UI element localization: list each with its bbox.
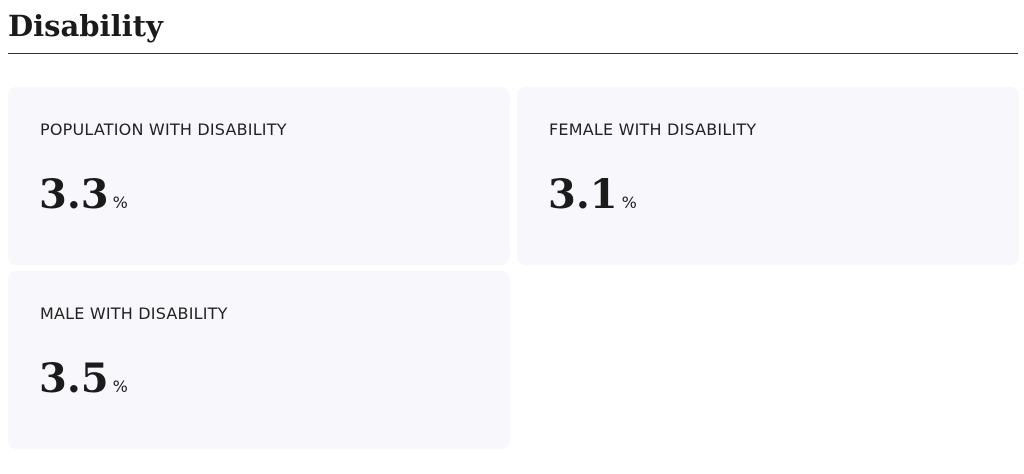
stat-card: FEMALE WITH DISABILITY 3.1% — [517, 87, 1019, 265]
stat-card: POPULATION WITH DISABILITY 3.3% — [8, 87, 510, 265]
stat-unit: % — [112, 193, 128, 212]
section-title: Disability — [8, 9, 163, 43]
stat-value-block: 3.5% — [39, 355, 128, 411]
divider — [8, 53, 1018, 54]
stat-value: 3.5 — [39, 355, 109, 402]
stat-label: FEMALE WITH DISABILITY — [549, 120, 757, 139]
stat-value-block: 3.1% — [548, 171, 637, 227]
stat-value: 3.3 — [39, 171, 109, 218]
stat-unit: % — [112, 377, 128, 396]
stat-value: 3.1 — [548, 171, 618, 218]
stat-label: MALE WITH DISABILITY — [40, 304, 228, 323]
stat-card: MALE WITH DISABILITY 3.5% — [8, 271, 510, 449]
stat-label: POPULATION WITH DISABILITY — [40, 120, 287, 139]
stat-value-block: 3.3% — [39, 171, 128, 227]
stat-unit: % — [621, 193, 637, 212]
